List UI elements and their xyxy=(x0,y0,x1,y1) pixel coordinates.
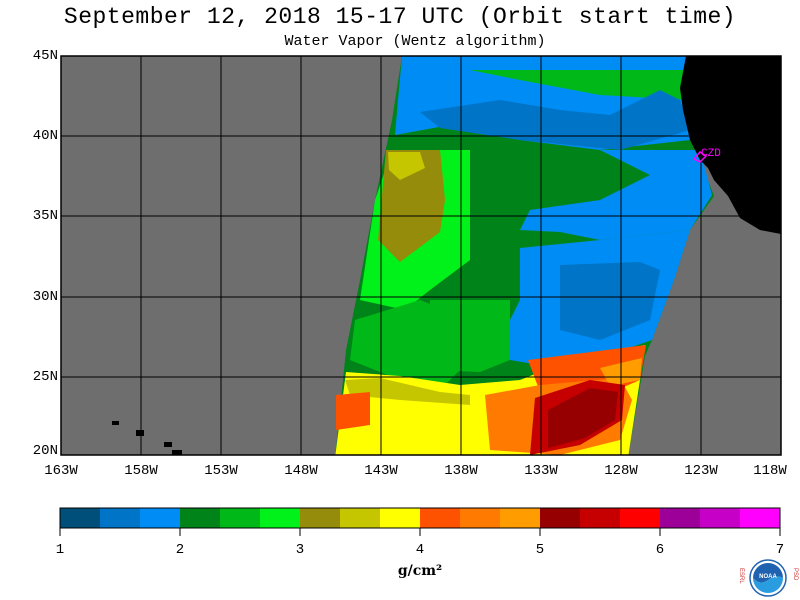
map-subtitle: Water Vapor (Wentz algorithm) xyxy=(284,33,546,50)
colorbar-label-6: 6 xyxy=(655,542,665,558)
colorbar-swatch xyxy=(140,508,181,528)
station-marker-icon xyxy=(692,151,708,163)
colorbar-swatch xyxy=(60,508,101,528)
lon-label-163w: 163W xyxy=(44,463,78,479)
colorbar-swatch xyxy=(700,508,741,528)
colorbar-label-1: 1 xyxy=(55,542,65,558)
north-america-coastline xyxy=(680,56,781,234)
lat-label-45n: 45N xyxy=(32,48,58,64)
lat-label-25n: 25N xyxy=(32,369,58,385)
lat-label-40n: 40N xyxy=(32,128,58,144)
plot-frame xyxy=(60,55,782,456)
colorbar-swatch xyxy=(620,508,661,528)
lon-label-153w: 153W xyxy=(204,463,238,479)
lon-label-138w: 138W xyxy=(444,463,478,479)
colorbar-label-7: 7 xyxy=(775,542,785,558)
lat-lon-grid xyxy=(61,56,781,455)
lon-label-123w: 123W xyxy=(684,463,718,479)
lon-label-158w: 158W xyxy=(124,463,158,479)
colorbar-label-3: 3 xyxy=(295,542,305,558)
map-title: September 12, 2018 15-17 UTC (Orbit star… xyxy=(63,4,737,30)
colorbar-swatch xyxy=(220,508,261,528)
hawaiian-islands xyxy=(112,421,182,455)
lon-label-133w: 133W xyxy=(524,463,558,479)
colorbar xyxy=(60,508,781,528)
colorbar-label-4: 4 xyxy=(415,542,425,558)
colorbar-label-5: 5 xyxy=(535,542,545,558)
colorbar-swatch xyxy=(580,508,621,528)
colorbar-swatch xyxy=(460,508,501,528)
lon-label-128w: 128W xyxy=(604,463,638,479)
lon-label-143w: 143W xyxy=(364,463,398,479)
colorbar-units: g/cm² xyxy=(397,563,443,579)
logo-left-letters: ESRL xyxy=(738,568,744,584)
colorbar-swatch xyxy=(300,508,341,528)
colorbar-swatch xyxy=(380,508,421,528)
colorbar-swatch xyxy=(740,508,781,528)
lon-label-148w: 148W xyxy=(284,463,318,479)
logo-agency-text: NOAA xyxy=(759,574,777,580)
station-label: CZD xyxy=(701,148,721,160)
lat-label-20n: 20N xyxy=(32,443,58,459)
logo-right-letters: PSD xyxy=(792,568,798,581)
colorbar-swatch xyxy=(340,508,381,528)
colorbar-swatch xyxy=(180,508,221,528)
colorbar-swatch xyxy=(260,508,301,528)
lat-label-35n: 35N xyxy=(32,208,58,224)
colorbar-label-2: 2 xyxy=(175,542,185,558)
satellite-swath xyxy=(335,56,714,455)
noaa-esrl-psd-logo: NOAA ESRL PSD xyxy=(738,559,798,597)
colorbar-swatch xyxy=(500,508,541,528)
lat-label-30n: 30N xyxy=(32,289,58,305)
colorbar-swatch xyxy=(420,508,461,528)
colorbar-ticks xyxy=(59,528,781,536)
colorbar-swatch xyxy=(660,508,701,528)
lon-label-118w: 118W xyxy=(753,463,787,479)
colorbar-swatch xyxy=(540,508,581,528)
colorbar-swatch xyxy=(100,508,141,528)
